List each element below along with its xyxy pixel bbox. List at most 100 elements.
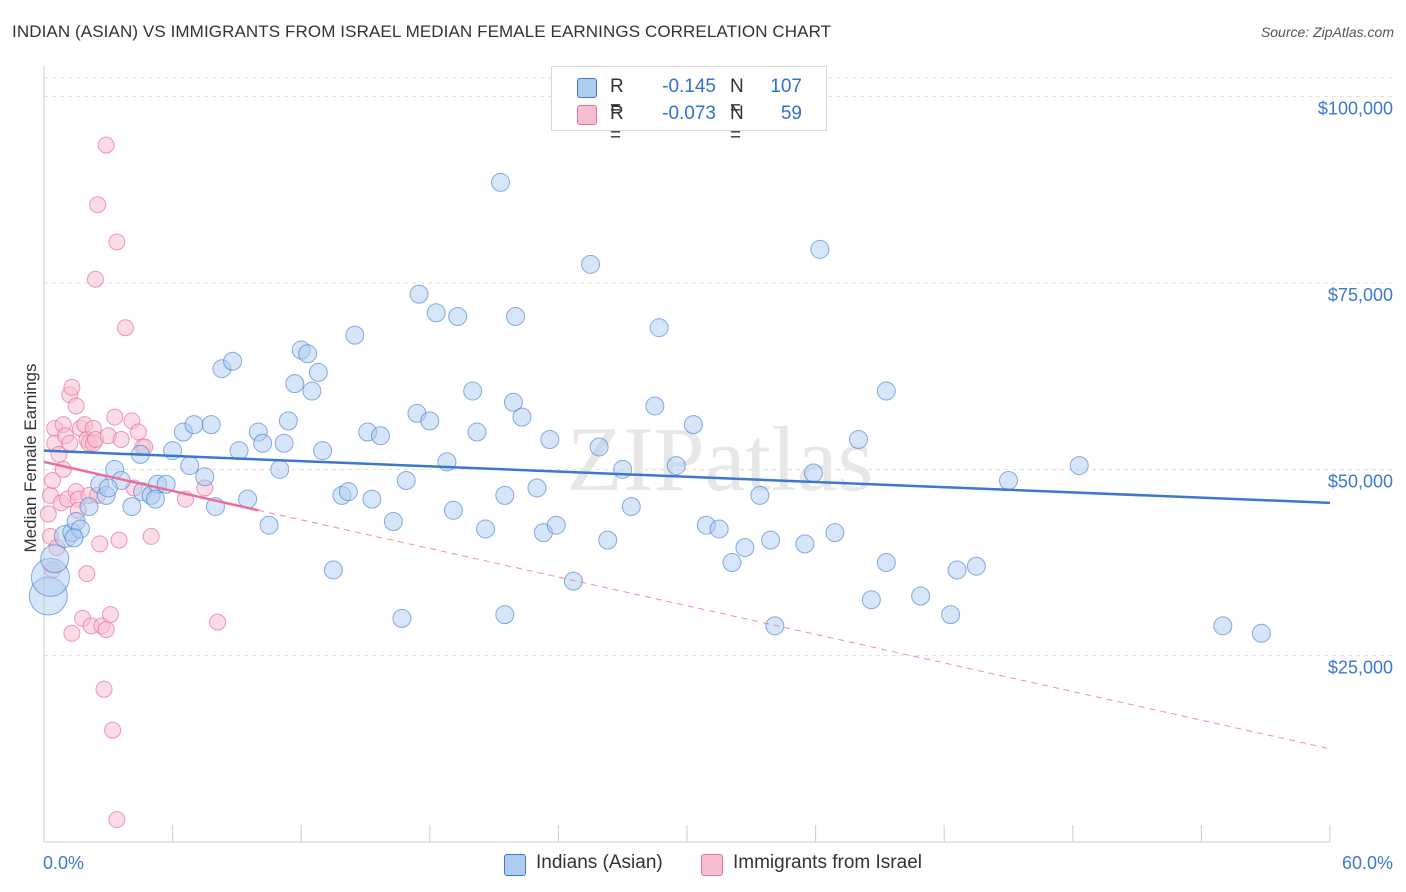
indian-point bbox=[253, 433, 273, 453]
y-tick-label: $75,000 bbox=[1328, 285, 1393, 305]
israel-point bbox=[95, 680, 113, 698]
israel-point bbox=[104, 721, 122, 739]
indian-point bbox=[396, 470, 416, 490]
x-tick-label-min: 0.0% bbox=[43, 853, 84, 873]
indian-point bbox=[145, 489, 165, 509]
israel-point bbox=[97, 621, 115, 639]
israel-point bbox=[67, 397, 85, 415]
israel-trend-extension bbox=[258, 509, 1331, 750]
indian-point bbox=[848, 430, 868, 450]
indian-point bbox=[371, 426, 391, 446]
indian-point bbox=[1213, 616, 1233, 636]
indian-point bbox=[761, 530, 781, 550]
indian-point bbox=[270, 459, 290, 479]
israel-point bbox=[108, 233, 126, 251]
indian-point bbox=[947, 560, 967, 580]
indian-point bbox=[563, 571, 583, 591]
indian-point bbox=[392, 608, 412, 628]
indians-trend-line bbox=[43, 449, 1331, 505]
indian-point bbox=[683, 415, 703, 435]
y-tick-label: $100,000 bbox=[1318, 99, 1393, 119]
israel-trend-line bbox=[43, 460, 259, 512]
indian-point bbox=[201, 415, 221, 435]
y-tick-label: $25,000 bbox=[1328, 658, 1393, 678]
indian-point bbox=[598, 530, 618, 550]
indian-point bbox=[941, 605, 961, 625]
legend-swatch-pink bbox=[577, 105, 597, 125]
indian-point bbox=[302, 381, 322, 401]
indian-point bbox=[345, 325, 365, 345]
indian-point bbox=[98, 478, 118, 498]
indian-point bbox=[223, 351, 243, 371]
source-credit: Source: ZipAtlas.com bbox=[1260, 24, 1394, 40]
legend-n-value: 59 bbox=[780, 103, 802, 124]
legend-r-value: -0.073 bbox=[662, 103, 716, 124]
indian-point bbox=[527, 478, 547, 498]
legend-n-value: 107 bbox=[770, 76, 802, 97]
indian-point bbox=[503, 392, 523, 412]
legend-r-label: R = bbox=[610, 76, 624, 119]
indian-point bbox=[966, 556, 986, 576]
indian-point bbox=[825, 523, 845, 543]
indian-point bbox=[999, 470, 1018, 490]
indian-point bbox=[735, 538, 755, 558]
indian-point bbox=[621, 497, 641, 517]
israel-point bbox=[110, 531, 128, 549]
indian-point bbox=[274, 433, 294, 453]
indians-asian-points bbox=[28, 172, 1271, 643]
indian-point bbox=[1069, 456, 1089, 476]
indian-point bbox=[463, 381, 483, 401]
legend-r-value: -0.145 bbox=[662, 76, 716, 97]
indian-point bbox=[506, 307, 526, 327]
indian-point bbox=[448, 307, 468, 327]
indian-point bbox=[122, 497, 142, 517]
israel-point bbox=[61, 434, 79, 452]
israel-point bbox=[63, 624, 81, 642]
correlation-legend: R = -0.145 N = 107 R = -0.073 N = 59 bbox=[551, 66, 827, 146]
indian-point bbox=[709, 519, 729, 539]
israel-point bbox=[142, 527, 160, 545]
bottom-legend-label-indians: Indians (Asian) bbox=[536, 852, 663, 873]
israel-point bbox=[63, 378, 81, 396]
indian-point bbox=[229, 441, 249, 461]
indian-point bbox=[40, 544, 70, 574]
legend-swatch-blue bbox=[577, 78, 597, 98]
indian-point bbox=[64, 528, 84, 548]
israel-point bbox=[78, 565, 96, 583]
indian-point bbox=[795, 534, 815, 554]
indian-point bbox=[323, 560, 343, 580]
indian-point bbox=[861, 590, 881, 610]
immigrants-israel-points bbox=[39, 136, 227, 829]
indian-point bbox=[750, 485, 770, 505]
indian-point bbox=[420, 411, 440, 431]
indian-point bbox=[876, 552, 896, 572]
indian-point bbox=[911, 586, 931, 606]
legend-n-label: N = bbox=[730, 103, 744, 146]
indian-point bbox=[184, 415, 204, 435]
indian-point bbox=[180, 456, 200, 476]
y-tick-label: $50,000 bbox=[1328, 471, 1393, 491]
indian-point bbox=[645, 396, 665, 416]
israel-point bbox=[112, 431, 130, 449]
bottom-legend-label-israel: Immigrants from Israel bbox=[733, 852, 922, 873]
israel-point bbox=[101, 606, 119, 624]
legend-r-label: R = bbox=[610, 103, 624, 146]
indian-point bbox=[491, 172, 511, 192]
indian-point bbox=[1251, 623, 1271, 643]
indian-point bbox=[476, 519, 496, 539]
israel-point bbox=[89, 196, 107, 214]
israel-point bbox=[108, 811, 126, 829]
chart-title: INDIAN (ASIAN) VS IMMIGRANTS FROM ISRAEL… bbox=[12, 22, 832, 41]
indian-point bbox=[79, 497, 99, 517]
israel-point bbox=[116, 319, 134, 337]
indian-point bbox=[589, 437, 609, 457]
legend-n-label: N = bbox=[730, 76, 744, 119]
indian-point bbox=[581, 254, 601, 274]
indian-point bbox=[540, 430, 560, 450]
israel-point bbox=[86, 270, 104, 288]
israel-point bbox=[106, 408, 124, 426]
israel-point bbox=[129, 423, 147, 441]
indian-point bbox=[495, 605, 515, 625]
x-tick-label-max: 60.0% bbox=[1342, 853, 1393, 873]
